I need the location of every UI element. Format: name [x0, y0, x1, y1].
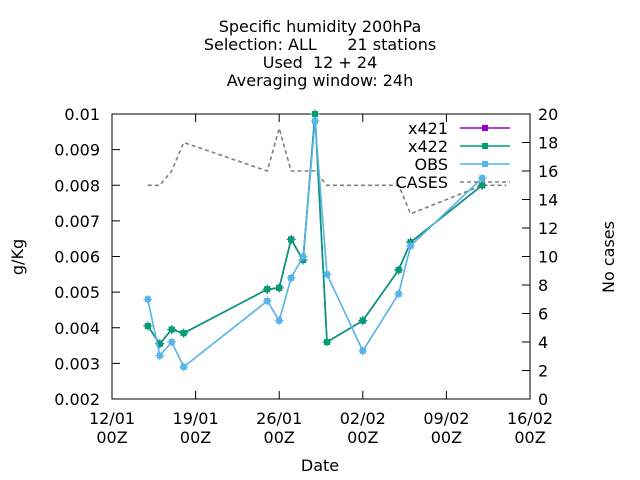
y-axis-label: g/Kg [8, 239, 27, 275]
chart-title-line: Averaging window: 24h [227, 71, 414, 90]
y2-tick-label: 6 [538, 305, 548, 324]
chart-title-line: Used 12 + 24 [263, 53, 378, 72]
y-tick-label: 0.009 [54, 141, 100, 160]
x-tick-label: 12/01 [89, 409, 135, 428]
y2-tick-label: 18 [538, 134, 558, 153]
legend-label: CASES [395, 173, 448, 192]
x-tick-label: 09/02 [423, 409, 469, 428]
x-tick-label-hour: 00Z [96, 428, 127, 447]
y2-tick-label: 0 [538, 390, 548, 409]
y-tick-label: 0.01 [64, 105, 100, 124]
series-line-obs [147, 121, 483, 369]
y2-tick-label: 2 [538, 362, 548, 381]
y2-tick-label: 16 [538, 162, 558, 181]
legend-label: x421 [408, 119, 448, 138]
y-tick-label: 0.005 [54, 283, 100, 302]
y2-axis-label: No cases [599, 221, 618, 293]
legend-marker-x421 [482, 125, 488, 131]
y-tick-label: 0.008 [54, 176, 100, 195]
x-tick-label: 16/02 [507, 409, 553, 428]
y-tick-label: 0.004 [54, 319, 100, 338]
legend-marker-obs [482, 161, 488, 167]
y2-tick-label: 10 [538, 248, 558, 267]
y2-tick-label: 8 [538, 276, 548, 295]
y2-tick-label: 20 [538, 105, 558, 124]
chart-title-line: Specific humidity 200hPa [219, 17, 422, 36]
y2-tick-label: 14 [538, 191, 558, 210]
y-tick-label: 0.002 [54, 390, 100, 409]
legend-marker-x422 [482, 143, 488, 149]
y2-tick-label: 4 [538, 333, 548, 352]
x-tick-label: 02/02 [340, 409, 386, 428]
x-tick-label-hour: 00Z [347, 428, 378, 447]
x-axis-label: Date [301, 456, 339, 475]
series-line-cases [147, 125, 507, 215]
x-tick-label: 26/01 [256, 409, 302, 428]
y-tick-label: 0.007 [54, 212, 100, 231]
y2-tick-label: 12 [538, 219, 558, 238]
x-tick-label-hour: 00Z [180, 428, 211, 447]
y-tick-label: 0.006 [54, 248, 100, 267]
x-tick-label-hour: 00Z [514, 428, 545, 447]
x-tick-label-hour: 00Z [431, 428, 462, 447]
x-tick-label-hour: 00Z [264, 428, 295, 447]
y-tick-label: 0.003 [54, 354, 100, 373]
chart-title-line: Selection: ALL 21 stations [204, 35, 436, 54]
plot-frame [111, 113, 531, 400]
legend-label: x422 [408, 137, 448, 156]
legend-label: OBS [415, 155, 448, 174]
x-tick-label: 19/01 [173, 409, 219, 428]
